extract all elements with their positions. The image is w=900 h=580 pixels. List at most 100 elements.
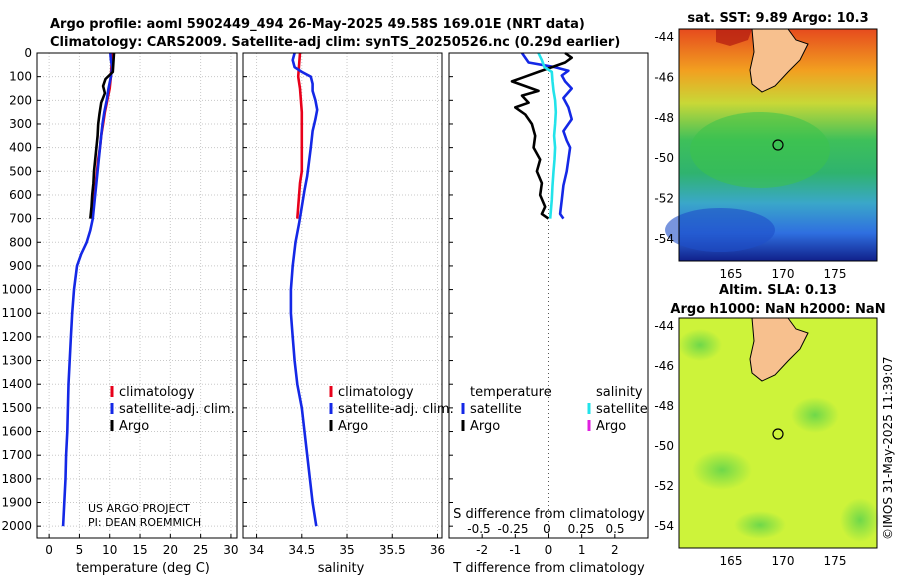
map0-ylabel--54: -54 bbox=[654, 232, 674, 246]
map0-ylabel--48: -48 bbox=[654, 111, 674, 125]
sla-blob-1 bbox=[678, 329, 722, 361]
series-argo bbox=[89, 52, 116, 219]
legend-climatology: climatology bbox=[119, 385, 195, 400]
map1-ylabel--52: -52 bbox=[654, 479, 674, 493]
ytick-label-0: 0 bbox=[24, 46, 32, 60]
legend-argo: Argo bbox=[119, 419, 149, 434]
ytick-label-2000: 2000 bbox=[1, 519, 32, 533]
stick-label--0.25: -0.25 bbox=[497, 522, 528, 536]
xtick-label-34: 34 bbox=[249, 543, 264, 557]
map1-ylabel--48: -48 bbox=[654, 399, 674, 413]
legend-satellite: satellite-adj. clim. bbox=[119, 402, 235, 417]
sla-map-frame bbox=[678, 317, 878, 549]
xtick-label-0: 0 bbox=[45, 543, 53, 557]
map1-xlabel-165: 165 bbox=[720, 554, 743, 568]
legend-s-sat-diff: satellite bbox=[596, 402, 648, 417]
difference-xlabel-top: S difference from climatology bbox=[453, 507, 645, 522]
sla-argo-location bbox=[772, 428, 784, 440]
axes-frame bbox=[36, 52, 238, 539]
map0-ylabel--44: -44 bbox=[654, 30, 674, 44]
series-satellite-adj-clim- bbox=[289, 52, 319, 527]
xtick-label-30: 30 bbox=[223, 543, 238, 557]
sla-blob-4 bbox=[840, 498, 880, 542]
xtick-label-20: 20 bbox=[163, 543, 178, 557]
xtick-label-36: 36 bbox=[430, 543, 445, 557]
ytick-label-200: 200 bbox=[9, 93, 32, 107]
legend-s-climatology: climatology bbox=[338, 385, 414, 400]
map0-xlabel-175: 175 bbox=[824, 267, 847, 281]
sst-argo-location bbox=[772, 139, 784, 151]
sst-map-frame bbox=[678, 28, 878, 262]
difference-legend: temperature salinity satellite Argo sate… bbox=[461, 385, 648, 434]
map1-ylabel--46: -46 bbox=[654, 359, 674, 373]
sst-land-nz bbox=[749, 28, 809, 93]
annotation-pi: PI: DEAN ROEMMICH bbox=[88, 516, 201, 529]
ytick-label-1900: 1900 bbox=[1, 496, 32, 510]
stick-label-0: 0 bbox=[543, 522, 551, 536]
ytick-label-300: 300 bbox=[9, 117, 32, 131]
sla-blob-5 bbox=[734, 511, 786, 539]
temperature-xlabel: temperature (deg C) bbox=[76, 561, 210, 576]
map-ticks: -44 -46 -48 -50 -52 -54 165 170 175 -44 -46 -48 -50 -… bbox=[654, 30, 846, 568]
map1-ylabel--54: -54 bbox=[654, 519, 674, 533]
series-temperature-satellite bbox=[520, 52, 574, 220]
map0-ylabel--50: -50 bbox=[654, 151, 674, 165]
xtick-label-1: 1 bbox=[578, 543, 586, 557]
legend-t-argo: Argo bbox=[470, 419, 500, 434]
sla-blob-2 bbox=[692, 450, 752, 490]
legend-s-argo: Argo bbox=[338, 419, 368, 434]
legend-s-satellite: satellite-adj. clim. bbox=[338, 402, 454, 417]
annotation-project: US ARGO PROJECT bbox=[88, 502, 190, 515]
ytick-label-1100: 1100 bbox=[1, 306, 32, 320]
legend-header-salinity: salinity bbox=[596, 385, 643, 400]
title-line-1: Argo profile: aoml 5902449_494 26-May-20… bbox=[50, 17, 585, 32]
ytick-label-1200: 1200 bbox=[1, 330, 32, 344]
temperature-panel: 0 5 10 15 20 25 300100200300400500600700800900… bbox=[1, 46, 238, 557]
ytick-label-1800: 1800 bbox=[1, 472, 32, 486]
series-satellite-adj-clim- bbox=[61, 52, 114, 527]
map1-xlabel-170: 170 bbox=[772, 554, 795, 568]
ytick-label-1400: 1400 bbox=[1, 377, 32, 391]
title-line-2: Climatology: CARS2009. Satellite-adj cli… bbox=[50, 35, 620, 50]
salinity-panel: 34 34.5 35 35.5 36 bbox=[242, 52, 445, 557]
ytick-label-1000: 1000 bbox=[1, 283, 32, 297]
sst-map-title: sat. SST: 9.89 Argo: 10.3 bbox=[687, 11, 868, 26]
xtick-label--1: -1 bbox=[509, 543, 521, 557]
map0-xlabel-165: 165 bbox=[720, 267, 743, 281]
stick-label--0.5: -0.5 bbox=[467, 522, 490, 536]
xtick-label-35.5: 35.5 bbox=[379, 543, 406, 557]
ytick-label-1700: 1700 bbox=[1, 448, 32, 462]
legend-header-temperature: temperature bbox=[470, 385, 552, 400]
ytick-label-800: 800 bbox=[9, 235, 32, 249]
ytick-label-500: 500 bbox=[9, 164, 32, 178]
sla-land-nz bbox=[749, 317, 809, 382]
sst-cold-patch bbox=[665, 208, 775, 252]
xtick-label--2: -2 bbox=[476, 543, 488, 557]
xtick-label-34.5: 34.5 bbox=[288, 543, 315, 557]
ytick-label-900: 900 bbox=[9, 259, 32, 273]
stick-label-0.25: 0.25 bbox=[568, 522, 595, 536]
sla-map-title-1: Altim. SLA: 0.13 bbox=[719, 283, 837, 298]
axes-frame bbox=[242, 52, 443, 539]
ytick-label-600: 600 bbox=[9, 188, 32, 202]
watermark: ©IMOS 31-May-2025 11:39:07 bbox=[881, 356, 895, 540]
stick-label-0.5: 0.5 bbox=[605, 522, 624, 536]
xtick-label-2: 2 bbox=[611, 543, 619, 557]
xtick-label-15: 15 bbox=[132, 543, 147, 557]
sst-patch bbox=[690, 112, 830, 188]
ytick-label-400: 400 bbox=[9, 141, 32, 155]
sla-map bbox=[678, 317, 880, 549]
xtick-label-25: 25 bbox=[193, 543, 208, 557]
map0-xlabel-170: 170 bbox=[772, 267, 795, 281]
ytick-label-1600: 1600 bbox=[1, 425, 32, 439]
xtick-label-35: 35 bbox=[339, 543, 354, 557]
xtick-label-10: 10 bbox=[102, 543, 117, 557]
xtick-label-5: 5 bbox=[76, 543, 84, 557]
sst-warm-coast bbox=[716, 29, 752, 46]
temperature-legend: climatology satellite-adj. clim. Argo bbox=[110, 385, 235, 434]
sst-map bbox=[665, 28, 878, 262]
legend-t-satellite: satellite bbox=[470, 402, 522, 417]
ytick-label-1500: 1500 bbox=[1, 401, 32, 415]
sla-blob-3 bbox=[791, 397, 839, 433]
legend-s-argo-diff: Argo bbox=[596, 419, 626, 434]
